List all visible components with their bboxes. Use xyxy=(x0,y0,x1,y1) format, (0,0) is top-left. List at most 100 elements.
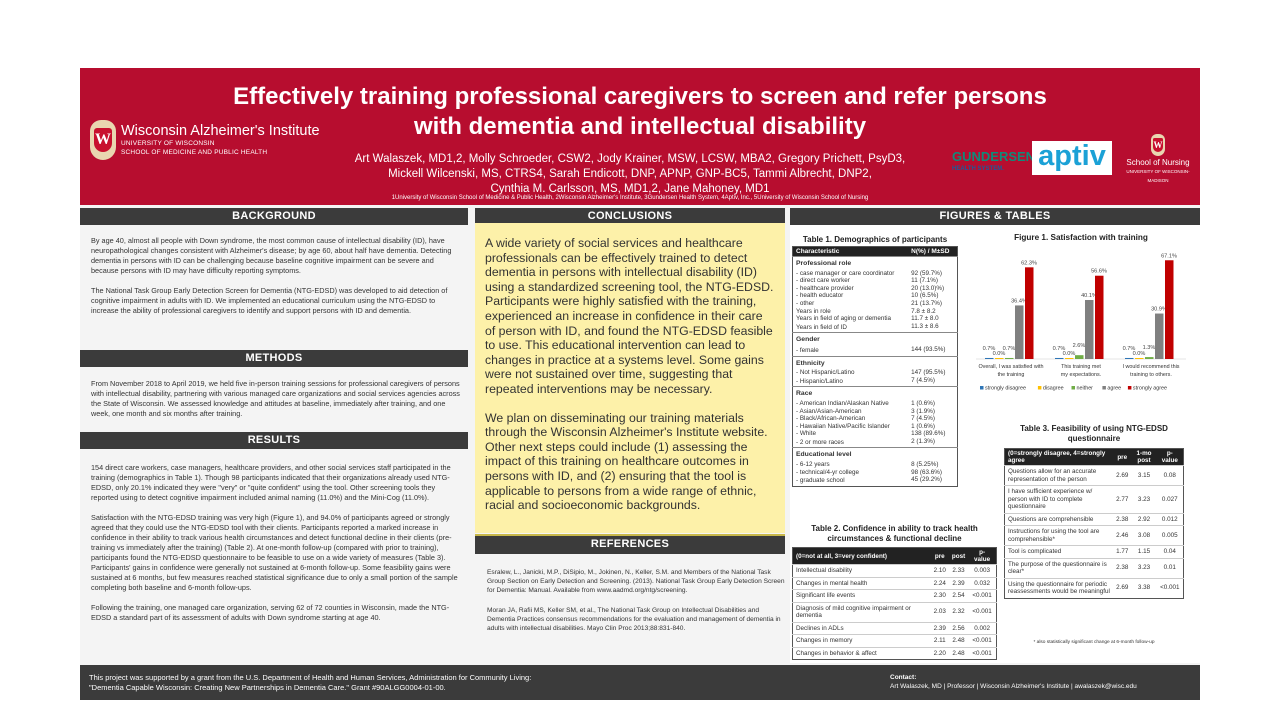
table-row: - direct care worker 11 (7.1%) xyxy=(793,277,958,285)
table-cell: 2.20 xyxy=(930,646,949,660)
table-cell: 2.33 xyxy=(948,564,969,577)
data-label: 1.3% xyxy=(1143,345,1156,351)
table3-caption: Table 3. Feasibility of using NTG-EDSD q… xyxy=(1020,424,1168,443)
son-name: School of Nursing xyxy=(1126,158,1190,167)
category-label: Overall, I was satisfied with xyxy=(978,364,1043,370)
table2: (0=not at all, 3=very confident) pre post p… xyxy=(792,547,997,660)
authors: Art Walaszek, MD1,2, Molly Schroeder, CS… xyxy=(330,152,930,197)
group-label: Educational level xyxy=(792,447,958,462)
table-cell: Intellectual disability xyxy=(792,564,931,577)
table-cell: <0.001 xyxy=(968,634,997,647)
son-sub: UNIVERSITY OF WISCONSIN-MADISON xyxy=(1126,169,1190,183)
paragraph: The National Task Group Early Detection … xyxy=(91,286,448,315)
table-cell: Declines in ADLs xyxy=(792,621,931,635)
table-cell: 7 (4.5%) xyxy=(911,376,935,384)
table-cell: <0.001 xyxy=(1156,577,1184,598)
table-header-row: (0=strongly disagree, 4=strongly agree pr… xyxy=(1004,448,1184,466)
contact-label: Contact: xyxy=(890,674,917,681)
bar-strongly-agree xyxy=(1025,267,1034,359)
table3: (0=strongly disagree, 4=strongly agree pr… xyxy=(1004,448,1184,599)
table-cell: 0.005 xyxy=(1156,525,1184,546)
table-cell: 98 (63.6%) xyxy=(911,468,942,476)
bar-agree xyxy=(1155,313,1164,359)
table-row: Using the questionnaire for periodic rea… xyxy=(1004,577,1184,598)
table-row: Instructions for using the tool are comp… xyxy=(1004,525,1184,546)
bar-strongly-disagree xyxy=(1125,357,1134,359)
table-cell: - healthcare provider xyxy=(796,284,854,292)
poster: W Wisconsin Alzheimer's Institute UNIVER… xyxy=(80,68,1200,700)
paragraph: Following the training, one managed care… xyxy=(91,603,450,622)
table-cell: Years in field of ID xyxy=(796,323,847,331)
footer: This project was supported by a grant fr… xyxy=(80,665,1200,700)
table-group-row: Educational level xyxy=(792,447,958,462)
table-row: - technical/4-yr college 98 (63.6%) xyxy=(793,469,958,477)
table-group-row: Professional role xyxy=(792,255,958,270)
table-cell: - Hawaiian Native/Pacific Islander xyxy=(796,422,890,430)
table-cell: - health educator xyxy=(796,292,844,300)
column-header: (0=not at all, 3=very confident) xyxy=(792,547,931,565)
column-header: p-value xyxy=(1156,448,1184,466)
table-cell: 1 (0.6%) xyxy=(911,399,935,407)
column-header: pre xyxy=(1113,448,1132,466)
bar-disagree xyxy=(1135,358,1144,359)
table-cell: 92 (59.7%) xyxy=(911,269,942,277)
table-cell: 144 (93.5%) xyxy=(911,345,946,353)
category-label: training to others. xyxy=(1130,372,1172,378)
table-header-row: Characteristic N(%) / M±SD xyxy=(792,246,958,257)
methods-heading: METHODS xyxy=(80,350,468,367)
table-row: Questions allow for an accurate represen… xyxy=(1004,465,1184,486)
table-cell: - White xyxy=(796,430,816,438)
column-header: 1-mo post xyxy=(1131,448,1157,466)
legend-label: neither xyxy=(1077,386,1094,392)
table-cell: <0.001 xyxy=(968,601,997,622)
table-cell: Questions are comprehensible xyxy=(1004,512,1114,526)
table-header-row: (0=not at all, 3=very confident) pre post p… xyxy=(792,547,997,565)
table-row: - White 138 (89.6%) xyxy=(793,430,958,438)
table-cell: 0.08 xyxy=(1156,465,1184,486)
bar-disagree xyxy=(995,358,1004,359)
table-cell: <0.001 xyxy=(968,589,997,602)
paragraph: 154 direct care workers, case managers, … xyxy=(91,463,451,502)
affiliations: 1University of Wisconsin School of Medic… xyxy=(391,195,869,201)
table-cell: 3.15 xyxy=(1131,465,1157,486)
data-label: 0.0% xyxy=(1133,351,1146,357)
table-cell: The purpose of the questionnaire is clea… xyxy=(1004,557,1114,578)
table-row: - 2 or more races 2 (1.3%) xyxy=(793,438,958,448)
table-row: - 6-12 years 8 (5.25%) xyxy=(793,461,958,469)
table-cell: 2.48 xyxy=(948,634,969,647)
bar-agree xyxy=(1085,299,1094,359)
table-cell: 2.24 xyxy=(930,576,949,590)
table-cell: <0.001 xyxy=(968,646,997,660)
references-heading: REFERENCES xyxy=(475,534,785,554)
wai-name: Wisconsin Alzheimer's Institute xyxy=(121,123,320,139)
data-label: 36.4% xyxy=(1011,298,1027,304)
grant-acknowledgement: This project was supported by a grant fr… xyxy=(89,673,531,693)
table-cell: 2.32 xyxy=(948,601,969,622)
reference-item: Esralew, L., Janicki, M.P., DiSipio, M.,… xyxy=(487,569,785,594)
table-cell: 20 (13.0)%) xyxy=(911,284,945,292)
table-cell: - direct care worker xyxy=(796,277,850,285)
table-row: - Hawaiian Native/Pacific Islander 1 (0.6… xyxy=(793,423,958,431)
table-cell: 138 (89.6%) xyxy=(911,430,946,438)
category-label: the training xyxy=(998,372,1025,378)
wai-sub2: SCHOOL OF MEDICINE AND PUBLIC HEALTH xyxy=(121,149,268,156)
table-row: - health educator 10 (6.5%) xyxy=(793,292,958,300)
table-cell: 2.38 xyxy=(1113,512,1132,526)
data-label: 0.7% xyxy=(1003,346,1016,352)
table-cell: 0.032 xyxy=(968,576,997,590)
paragraph: From November 2018 to April 2019, we hel… xyxy=(91,379,460,418)
table-cell: 2.46 xyxy=(1113,525,1132,546)
table-cell: 3.08 xyxy=(1131,525,1157,546)
table-row: - other 21 (13.7%) xyxy=(793,300,958,308)
table-cell: 2.92 xyxy=(1131,512,1157,526)
table-cell: 2.56 xyxy=(948,621,969,635)
table1: Characteristic N(%) / M±SD Professional ro… xyxy=(792,246,958,487)
poster-title: Effectively training professional caregi… xyxy=(233,83,1047,140)
table-cell: 3 (1.9%) xyxy=(911,407,935,415)
paragraph: Satisfaction with the NTG-EDSD training … xyxy=(91,513,458,592)
table-group-row: Race xyxy=(792,386,958,400)
bar-strongly-agree xyxy=(1165,260,1174,359)
paragraph: We plan on disseminating our training ma… xyxy=(485,410,768,513)
table-cell: 0.002 xyxy=(968,621,997,635)
table-cell: 3.38 xyxy=(1131,577,1157,598)
